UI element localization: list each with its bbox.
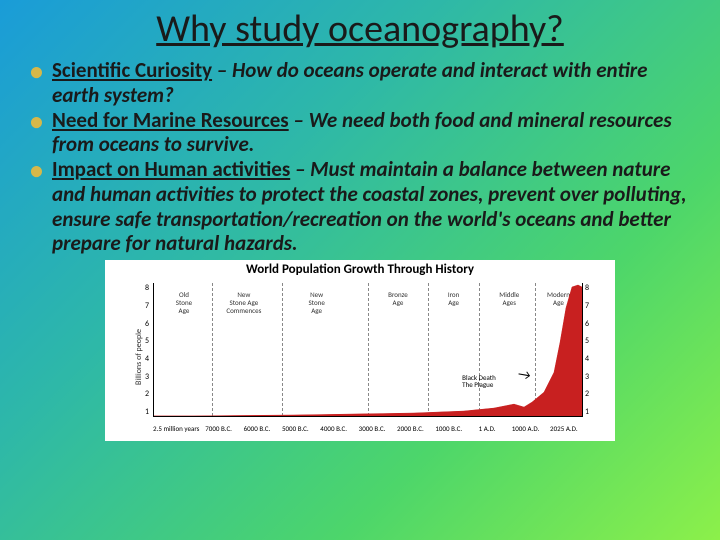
xtick: 4000 B.C. [314,424,352,433]
xtick: 7000 B.C. [199,424,237,433]
ytick: 7 [127,301,149,311]
xtick: 1 A.D. [468,424,506,433]
ytick: 5 [127,336,149,346]
bullet-item: Need for Marine Resources – We need both… [30,108,698,158]
ytick: 6 [127,319,149,329]
population-chart: World Population Growth Through History … [105,260,615,441]
y-axis-left: 8 7 6 5 4 3 2 1 [127,283,149,417]
bullet-label: Impact on Human activities [52,156,290,182]
ytick: 4 [585,354,607,364]
plague-annotation: Black DeathThe Plague [462,374,496,389]
ytick: 3 [585,372,607,382]
bullet-item: Impact on Human activities – Must mainta… [30,157,698,256]
ytick: 7 [585,301,607,311]
ytick: 1 [127,407,149,417]
ytick: 2 [127,389,149,399]
xtick: 2025 A.D. [545,424,583,433]
xtick: 1000 B.C. [430,424,468,433]
bullet-label: Scientific Curiosity [52,57,212,83]
population-curve [154,283,582,416]
plot-region: OldStoneAgeNewStone AgeCommencesNewStone… [153,283,583,417]
ytick: 2 [585,389,607,399]
ytick: 8 [585,283,607,293]
x-axis: 2.5 million years7000 B.C.6000 B.C.5000 … [153,424,583,433]
bullet-list: Scientific Curiosity – How do oceans ope… [22,58,698,256]
xtick: 3000 B.C. [353,424,391,433]
chart-title: World Population Growth Through History [109,262,611,277]
xtick: 5000 B.C. [276,424,314,433]
bullet-item: Scientific Curiosity – How do oceans ope… [30,58,698,108]
ytick: 8 [127,283,149,293]
slide-title: Why study oceanography? [22,6,698,52]
chart-area: Billions of people 8 7 6 5 4 3 2 1 8 7 6… [109,279,611,435]
ytick: 5 [585,336,607,346]
xtick: 2000 B.C. [391,424,429,433]
xtick: 2.5 million years [153,424,199,433]
xtick: 1000 A.D. [506,424,544,433]
ytick: 4 [127,354,149,364]
bullet-label: Need for Marine Resources [52,107,289,133]
xtick: 6000 B.C. [238,424,276,433]
ytick: 6 [585,319,607,329]
ytick: 1 [585,407,607,417]
ytick: 3 [127,372,149,382]
slide: Why study oceanography? Scientific Curio… [0,0,720,441]
y-axis-right: 8 7 6 5 4 3 2 1 [585,283,607,417]
